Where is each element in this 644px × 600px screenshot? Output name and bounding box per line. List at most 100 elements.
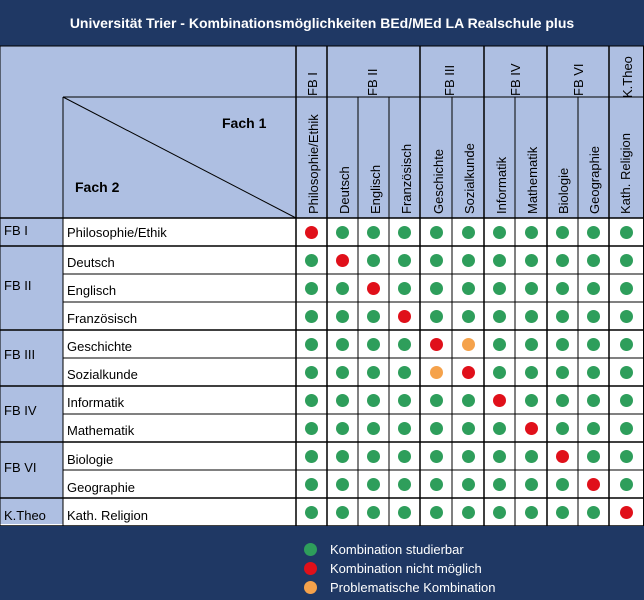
combination-dot-green: [429, 309, 443, 323]
combination-dot-green: [587, 365, 600, 379]
combination-dot-green: [524, 477, 538, 491]
combination-dot-red: [461, 365, 475, 379]
combination-dot-green: [367, 337, 380, 351]
column-header-band: [296, 46, 644, 218]
fach1-label: Fach 1: [222, 115, 267, 131]
combination-dot-green: [620, 449, 633, 463]
combination-dot-green: [398, 393, 411, 407]
combination-dot-green: [493, 309, 506, 323]
combination-dot-green: [398, 253, 411, 267]
combination-dot-green: [305, 253, 318, 267]
combination-dot-green: [556, 505, 569, 519]
combination-dot-red: [524, 421, 538, 435]
combination-dot-green: [620, 477, 633, 491]
combination-dot-green: [620, 225, 633, 239]
combination-dot-green: [587, 337, 600, 351]
combination-dot-green: [493, 505, 506, 519]
combination-dot-green: [429, 505, 443, 519]
combination-dot-green: [367, 449, 380, 463]
row-group-ktheo: K.Theo: [4, 508, 46, 523]
combination-dot-green: [398, 449, 411, 463]
combination-dot-green: [336, 393, 349, 407]
row-mathematik: Mathematik: [67, 423, 135, 438]
combination-dot-green: [620, 365, 633, 379]
combination-dot-green: [461, 309, 475, 323]
combination-dot-green: [336, 421, 349, 435]
combination-dot-green: [556, 309, 569, 323]
legend-panel: [0, 526, 644, 600]
row-sozialkunde: Sozialkunde: [67, 367, 138, 382]
combination-dot-green: [461, 253, 475, 267]
combination-dot-green: [429, 253, 443, 267]
row-group-fb2: FB II: [4, 278, 32, 293]
combination-dot-green: [398, 505, 411, 519]
combination-dot-red: [493, 393, 506, 407]
combination-dot-red: [556, 449, 569, 463]
combination-dot-green: [620, 393, 633, 407]
page-title: Universität Trier - Kombinationsmöglichk…: [0, 0, 644, 46]
legend-label: Kombination studierbar: [330, 542, 464, 557]
legend-label: Kombination nicht möglich: [330, 561, 482, 576]
combination-dot-green: [493, 365, 506, 379]
combination-dot-green: [305, 393, 318, 407]
combination-dot-green: [336, 225, 349, 239]
row-informatik: Informatik: [67, 395, 125, 410]
combination-dot-green: [587, 309, 600, 323]
combination-dot-green: [493, 477, 506, 491]
combination-dot-green: [367, 225, 380, 239]
combination-dot-orange: [461, 337, 475, 351]
combination-dot-red: [336, 253, 349, 267]
combination-dot-green: [556, 477, 569, 491]
row-franzoesisch: Französisch: [67, 311, 138, 326]
combination-dot-green: [367, 421, 380, 435]
combination-dot-green: [336, 309, 349, 323]
combination-dot-green: [367, 253, 380, 267]
combination-dot-green: [336, 281, 349, 295]
row-biologie: Biologie: [67, 452, 114, 467]
combination-dot-green: [620, 253, 633, 267]
combination-dot-green: [305, 281, 318, 295]
combination-dot-green: [429, 477, 443, 491]
combination-dot-green: [305, 449, 318, 463]
combination-dot-green: [461, 477, 475, 491]
combination-dot-green: [336, 449, 349, 463]
combination-dot-green: [524, 225, 538, 239]
combination-dot-green: [461, 393, 475, 407]
combination-dot-green: [461, 225, 475, 239]
combination-dot-green: [587, 505, 600, 519]
combination-dot-green: [367, 393, 380, 407]
corner-header: [0, 46, 296, 218]
combination-dot-green: [398, 421, 411, 435]
row-group-fb6: FB VI: [4, 460, 37, 475]
legend-label: Problematische Kombination: [330, 580, 496, 595]
combination-dot-green: [305, 309, 318, 323]
row-geschichte: Geschichte: [67, 339, 133, 354]
combination-dot-green: [461, 421, 475, 435]
combination-dot-green: [493, 449, 506, 463]
combination-dot-red: [620, 505, 633, 519]
row-deutsch: Deutsch: [67, 255, 115, 270]
combination-dot-green: [305, 365, 318, 379]
combination-dot-green: [620, 337, 633, 351]
row-englisch: Englisch: [67, 283, 117, 298]
combination-dot-green: [524, 365, 538, 379]
combination-dot-green: [367, 309, 380, 323]
combination-dot-green: [305, 421, 318, 435]
combination-dot-green: [429, 281, 443, 295]
combination-dot-green: [336, 477, 349, 491]
combination-dot-green: [493, 253, 506, 267]
combination-dot-green: [429, 449, 443, 463]
combination-dot-green: [367, 505, 380, 519]
combination-dot-red: [305, 225, 318, 239]
combination-dot-green: [587, 421, 600, 435]
green-dot-icon: [304, 543, 317, 556]
combination-dot-green: [305, 337, 318, 351]
row-philosophie: Philosophie/Ethik: [67, 225, 167, 240]
row-group-fb3: FB III: [4, 347, 36, 362]
combination-dot-green: [620, 309, 633, 323]
combination-dot-green: [429, 393, 443, 407]
combination-dot-green: [587, 281, 600, 295]
combination-dot-green: [336, 365, 349, 379]
